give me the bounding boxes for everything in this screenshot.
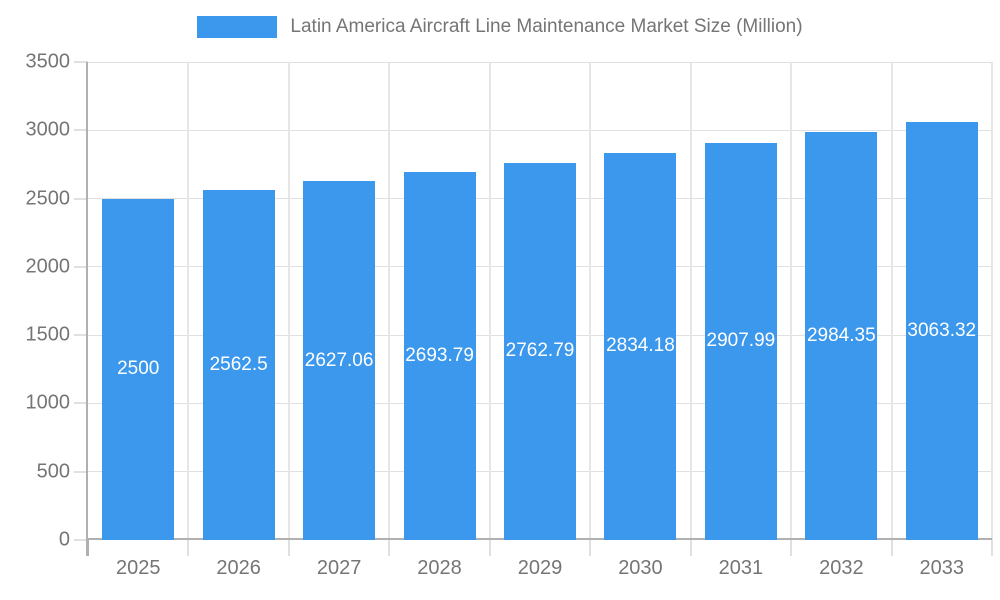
x-axis-label: 2029 — [517, 557, 563, 579]
legend-swatch — [197, 16, 278, 38]
grid-line-vertical — [187, 62, 190, 540]
bar — [604, 152, 677, 540]
y-axis-tick — [74, 334, 88, 337]
chart-title: Latin America Aircraft Line Maintenance … — [290, 16, 803, 37]
bar — [805, 132, 878, 540]
x-axis-tick — [87, 540, 89, 556]
y-axis-tick — [74, 197, 88, 200]
y-axis-label: 500 — [36, 460, 70, 483]
grid-line-vertical — [689, 62, 692, 540]
y-axis-label: 1000 — [25, 391, 71, 414]
x-axis-tick — [790, 540, 793, 556]
x-axis-tick — [589, 540, 592, 556]
grid-line-horizontal — [88, 61, 992, 63]
x-axis-tick — [488, 540, 491, 556]
bar-value-label: 2500 — [117, 358, 160, 380]
bar-value-label: 2834.18 — [606, 335, 675, 357]
x-axis-label: 2026 — [216, 557, 261, 579]
y-axis-label: 2000 — [25, 255, 71, 278]
y-axis-tick — [74, 470, 88, 473]
grid-line-vertical — [890, 62, 893, 540]
x-axis-tick — [287, 540, 290, 556]
grid-line-vertical — [589, 62, 592, 540]
grid-line-vertical — [790, 62, 793, 540]
grid-line-vertical — [287, 62, 290, 540]
grid-line-vertical — [488, 62, 491, 540]
bar — [403, 172, 476, 540]
bar-value-label: 2693.79 — [405, 345, 474, 367]
bar-value-label: 2627.06 — [304, 349, 374, 371]
x-axis-tick — [187, 540, 190, 556]
y-axis-tick — [74, 129, 88, 132]
y-axis-label: 0 — [58, 528, 70, 551]
x-axis-tick — [890, 540, 893, 556]
bar — [202, 190, 275, 540]
x-axis-label: 2028 — [417, 557, 462, 579]
grid-line-vertical — [388, 62, 391, 540]
grid-line-vertical — [991, 62, 993, 540]
bar-value-label: 2984.35 — [806, 325, 876, 347]
x-axis-label: 2032 — [819, 557, 864, 579]
y-axis-tick — [74, 402, 88, 405]
y-axis-tick — [74, 61, 88, 63]
x-axis-label: 2030 — [618, 557, 663, 579]
y-axis-label: 3000 — [25, 118, 71, 141]
bar-value-label: 3063.32 — [907, 319, 977, 341]
x-axis-label: 2033 — [919, 557, 965, 579]
y-axis-tick — [74, 539, 88, 541]
y-axis-line — [86, 62, 88, 556]
bar-value-label: 2907.99 — [706, 330, 776, 352]
x-axis-label: 2025 — [115, 557, 161, 579]
bar-value-label: 2562.5 — [209, 354, 268, 376]
y-axis-tick — [74, 265, 88, 268]
x-axis-tick — [991, 540, 993, 556]
bar — [102, 198, 175, 540]
x-axis-tick — [689, 540, 692, 556]
bar — [504, 162, 576, 540]
bar — [303, 181, 376, 540]
bar — [905, 121, 978, 540]
x-axis-label: 2027 — [316, 557, 362, 579]
x-axis-tick — [388, 540, 391, 556]
y-axis-label: 3500 — [25, 50, 71, 73]
legend[interactable]: Latin America Aircraft Line Maintenance … — [0, 16, 1000, 38]
x-axis-label: 2031 — [718, 557, 764, 579]
y-axis-label: 1500 — [25, 323, 71, 346]
grid-line-horizontal — [88, 129, 992, 131]
bar — [704, 142, 777, 540]
bar-value-label: 2762.79 — [505, 340, 575, 362]
y-axis-label: 2500 — [25, 187, 71, 210]
